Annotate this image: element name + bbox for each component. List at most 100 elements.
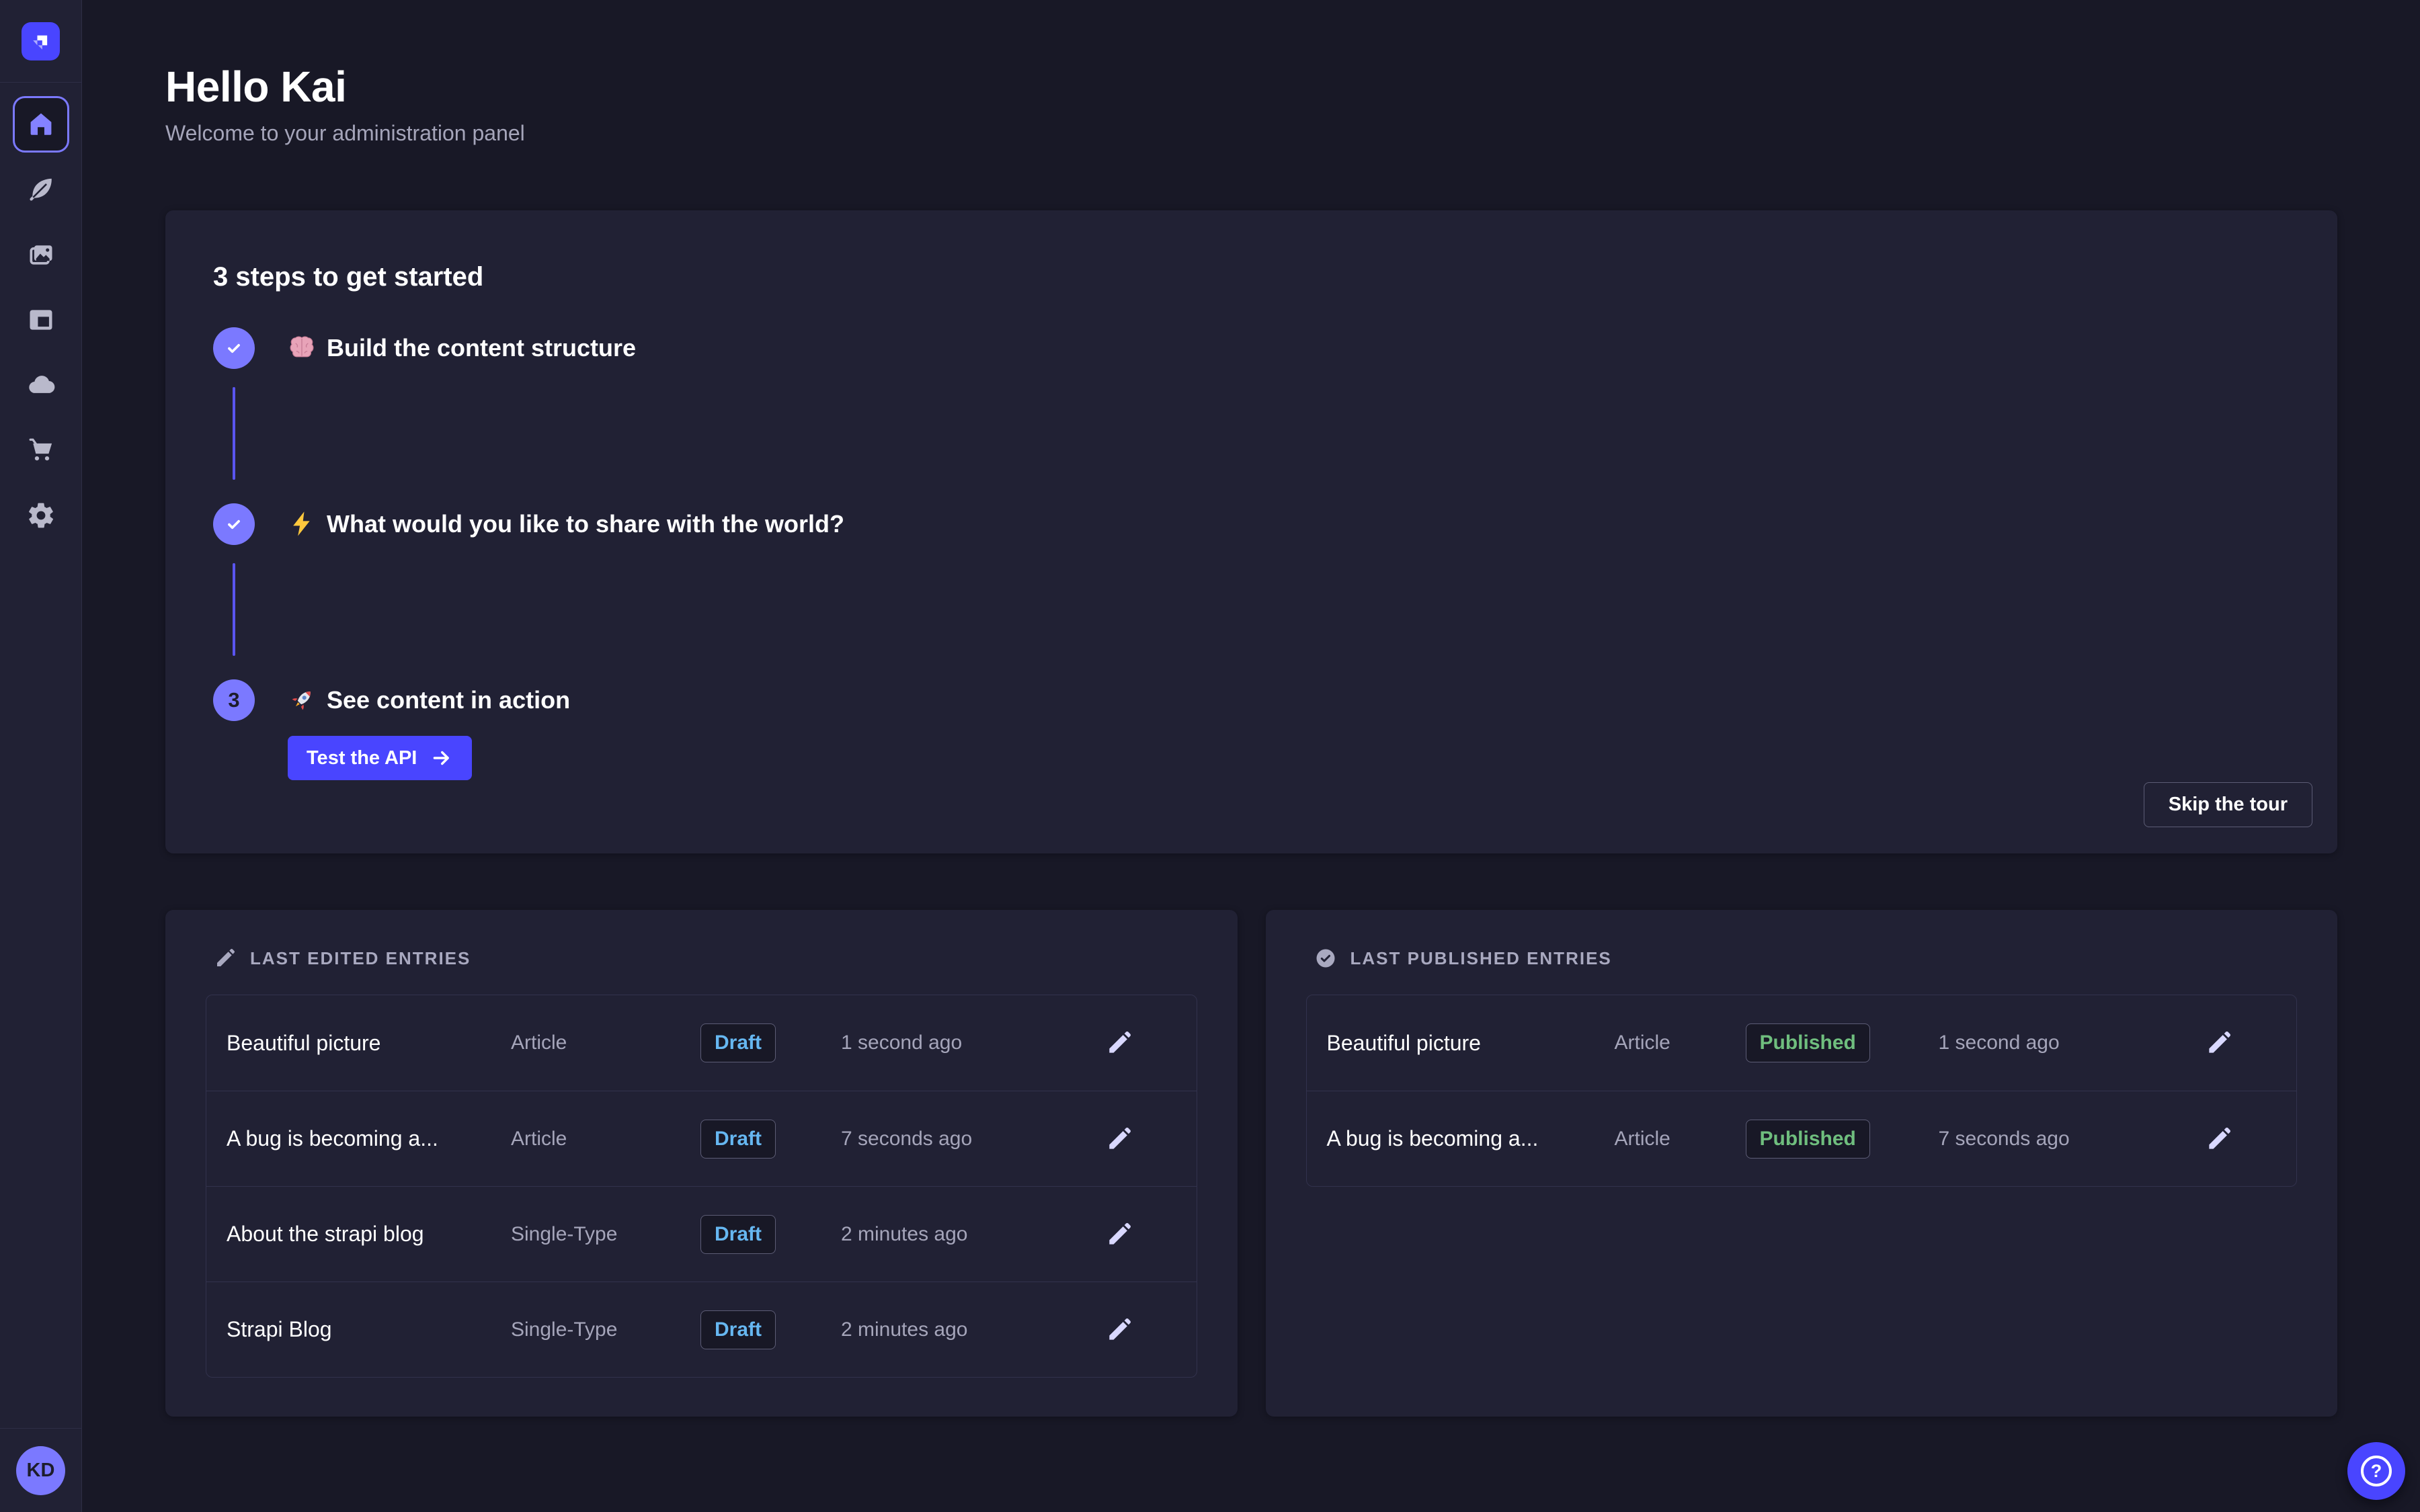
gear-icon [28, 503, 53, 528]
page-title: Hello Kai [165, 62, 347, 111]
check-icon [228, 343, 240, 353]
last-published-header: LAST PUBLISHED ENTRIES [1314, 947, 2298, 970]
guided-tour-card: 3 steps to get started Build the content… [165, 210, 2337, 853]
entry-time: 2 minutes ago [841, 1222, 968, 1245]
check-circle-icon [1316, 949, 1334, 968]
sidebar-item-content-type-builder[interactable] [13, 292, 69, 348]
step-connector [233, 387, 235, 480]
check-icon [228, 519, 240, 530]
edit-entry-button[interactable] [2197, 1021, 2241, 1064]
edit-entry-button[interactable] [1098, 1021, 1141, 1064]
entry-type: Article [511, 1032, 567, 1054]
layout-icon [30, 310, 52, 330]
skip-tour-button[interactable]: Skip the tour [2143, 782, 2312, 827]
edit-entry-button[interactable] [1098, 1213, 1141, 1256]
status-badge: Published [1745, 1023, 1870, 1062]
sidebar-item-home[interactable] [12, 96, 69, 153]
entry-title: Beautiful picture [1326, 1030, 1481, 1055]
step-2-label: What would you like to share with the wo… [288, 503, 844, 545]
table-row: Strapi Blog Single-Type Draft 2 minutes … [206, 1282, 1197, 1377]
sidebar: KD [0, 0, 82, 1512]
rocket-emoji-icon [292, 691, 311, 710]
arrow-right-icon [434, 751, 450, 765]
cloud-icon [28, 376, 54, 393]
entry-type: Single-Type [511, 1222, 618, 1245]
page-subtitle: Welcome to your administration panel [165, 121, 525, 145]
sidebar-item-cloud[interactable] [13, 357, 69, 413]
status-badge: Draft [700, 1023, 776, 1062]
sidebar-item-settings[interactable] [13, 487, 69, 544]
pencil-icon [1108, 1222, 1131, 1245]
entry-time: 1 second ago [1938, 1032, 2060, 1054]
table-row: Beautiful picture Article Draft 1 second… [206, 995, 1197, 1091]
step-3-number-circle: 3 [213, 679, 255, 721]
entry-type: Article [1614, 1032, 1670, 1054]
entry-title: A bug is becoming a... [227, 1126, 438, 1150]
entry-type: Single-Type [511, 1318, 618, 1341]
last-published-table: Beautiful picture Article Published 1 se… [1305, 995, 2297, 1187]
entry-time: 7 seconds ago [1938, 1127, 2070, 1150]
tour-step-3: 3 [213, 679, 2337, 780]
sidebar-item-marketplace[interactable] [13, 422, 69, 478]
pencil-icon [2209, 1032, 2230, 1053]
strapi-logo-icon [32, 35, 47, 50]
media-library-icon [30, 245, 52, 265]
entry-title: Beautiful picture [227, 1030, 381, 1055]
sidebar-item-media-library[interactable] [13, 226, 69, 283]
entry-title: A bug is becoming a... [1326, 1126, 1539, 1150]
step-3-number: 3 [228, 688, 240, 712]
status-badge: Draft [700, 1214, 776, 1254]
last-published-panel: LAST PUBLISHED ENTRIES Beautiful picture… [1265, 910, 2337, 1417]
last-edited-panel: LAST EDITED ENTRIES Beautiful picture Ar… [165, 910, 1238, 1417]
pencil-icon [1108, 1032, 1131, 1053]
panel-title: LAST EDITED ENTRIES [250, 948, 471, 968]
entry-title: About the strapi blog [227, 1222, 424, 1246]
edit-entry-button[interactable] [1098, 1118, 1141, 1161]
cart-icon [29, 438, 52, 461]
step-1-check-circle [213, 327, 255, 369]
tour-step-1: Build the content structure [213, 327, 2337, 369]
edit-entry-button[interactable] [2197, 1118, 2241, 1161]
last-edited-table: Beautiful picture Article Draft 1 second… [206, 995, 1197, 1378]
brain-emoji-icon [290, 336, 314, 358]
sidebar-nav [0, 83, 81, 544]
table-row: A bug is becoming a... Article Draft 7 s… [206, 1091, 1197, 1186]
pencil-icon [1108, 1127, 1131, 1149]
lightning-emoji-icon [293, 511, 310, 536]
entry-time: 7 seconds ago [841, 1127, 973, 1150]
entry-time: 1 second ago [841, 1032, 963, 1054]
question-mark-icon: ? [2361, 1456, 2392, 1486]
status-badge: Draft [700, 1310, 776, 1349]
guided-tour-steps: Build the content structure Wha [213, 327, 2337, 780]
home-icon [30, 113, 51, 135]
step-2-check-circle [213, 503, 255, 545]
entry-title: Strapi Blog [227, 1317, 332, 1341]
status-badge: Draft [700, 1119, 776, 1159]
sidebar-footer: KD [0, 1428, 81, 1512]
strapi-logo [22, 22, 60, 60]
step-1-label: Build the content structure [288, 327, 636, 369]
guided-tour-title: 3 steps to get started [213, 262, 484, 292]
step-3-label: See content in action [288, 679, 570, 721]
last-edited-header: LAST EDITED ENTRIES [213, 947, 1197, 970]
table-row: Beautiful picture Article Published 1 se… [1307, 995, 2297, 1091]
pencil-icon [2209, 1127, 2230, 1149]
logo-cell [0, 0, 81, 83]
feather-icon [29, 178, 52, 201]
step-connector [233, 563, 235, 656]
avatar[interactable]: KD [16, 1445, 65, 1495]
edit-entry-button[interactable] [1098, 1308, 1141, 1351]
pencil-icon [1108, 1318, 1131, 1340]
entry-time: 2 minutes ago [841, 1318, 968, 1341]
table-row: About the strapi blog Single-Type Draft … [206, 1186, 1197, 1282]
entries-panels: LAST EDITED ENTRIES Beautiful picture Ar… [165, 910, 2337, 1417]
entry-type: Article [511, 1127, 567, 1150]
tour-step-2: What would you like to share with the wo… [213, 503, 2337, 545]
test-api-button[interactable]: Test the API [288, 736, 473, 780]
main-content: Hello Kai Welcome to your administration… [82, 0, 2420, 1417]
status-badge: Published [1745, 1119, 1870, 1159]
sidebar-item-content-manager[interactable] [13, 161, 69, 218]
table-row: A bug is becoming a... Article Published… [1306, 1091, 2296, 1186]
help-button[interactable]: ? [2347, 1442, 2405, 1500]
pencil-icon [217, 949, 235, 966]
